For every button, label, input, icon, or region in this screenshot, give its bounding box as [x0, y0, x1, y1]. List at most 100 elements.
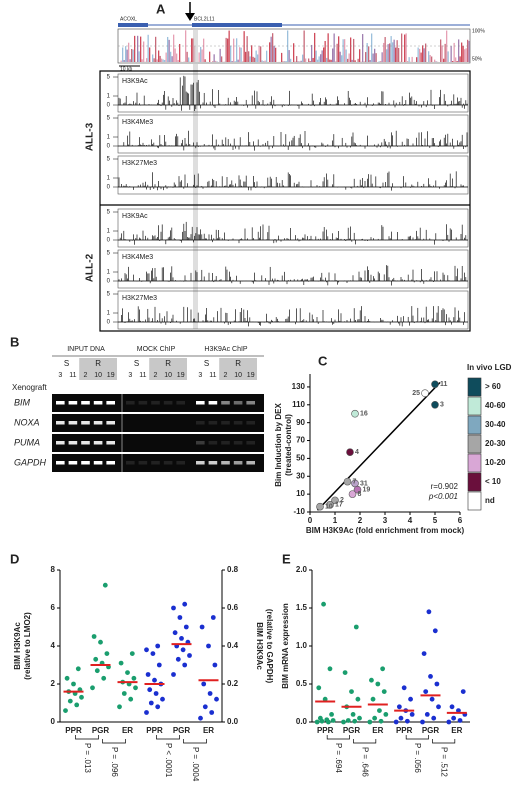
conservation-bar	[342, 39, 344, 62]
dot	[131, 675, 137, 681]
y2-tick-label: 0.4	[227, 641, 239, 650]
dot	[353, 624, 359, 630]
band	[81, 401, 90, 405]
conservation-bar	[215, 60, 217, 62]
dot	[401, 685, 407, 691]
conservation-bar	[134, 35, 136, 62]
band	[126, 401, 135, 405]
y-tick-label: 90	[296, 418, 305, 427]
dot	[350, 712, 356, 717]
band	[138, 401, 148, 405]
gel	[52, 454, 264, 472]
dot	[79, 694, 84, 700]
y2-axis-label: BIM H3K9Ac	[255, 622, 264, 670]
dot	[434, 681, 440, 687]
conservation-bar	[270, 36, 272, 62]
band	[233, 441, 243, 445]
conservation-bar	[239, 47, 241, 62]
conservation-bar	[155, 36, 157, 62]
conservation-bar	[122, 47, 124, 62]
conservation-bar	[176, 53, 178, 62]
conservation-bar	[312, 57, 314, 62]
conservation-bar	[341, 55, 343, 62]
band	[196, 441, 205, 445]
p-value: P = .512	[440, 747, 449, 777]
track-tick-label: 1	[107, 135, 111, 141]
gel	[52, 394, 264, 412]
conservation-bar	[459, 56, 461, 62]
legend-swatch	[467, 491, 482, 511]
point-label: 4	[355, 449, 359, 456]
conservation-bar	[326, 57, 328, 62]
conservation-bar	[261, 60, 263, 62]
track-tick-label: 0	[107, 185, 111, 191]
conservation-bar	[200, 46, 202, 62]
conservation-bar	[350, 37, 352, 62]
condition: S	[204, 359, 209, 368]
conservation-bar	[297, 61, 299, 62]
dot	[153, 691, 159, 696]
conservation-bar	[137, 35, 139, 62]
dot	[372, 715, 378, 721]
dot	[457, 718, 463, 723]
band	[93, 461, 103, 465]
conservation-bar	[386, 49, 388, 62]
lane: 19	[177, 372, 185, 379]
band	[151, 461, 160, 465]
conservation-bar	[441, 45, 443, 62]
dot	[421, 651, 427, 656]
dot	[341, 719, 346, 725]
condition: R	[95, 359, 101, 368]
y2-tick-label: 0.8	[227, 565, 239, 574]
conservation-bar	[179, 43, 181, 62]
band	[221, 421, 230, 425]
conservation-bar	[141, 59, 143, 62]
y-tick-label: 0.0	[296, 717, 308, 726]
point-label: 19	[363, 487, 371, 494]
conservation-bar	[390, 36, 392, 62]
conservation-bar	[257, 54, 259, 62]
lane: 11	[69, 372, 76, 379]
band	[176, 461, 185, 465]
conservation-bar	[369, 59, 371, 62]
x-axis-label: BIM H3K9Ac (fold enrichment from mock)	[306, 526, 465, 535]
conservation-bar	[287, 30, 289, 62]
conservation-bar	[171, 56, 173, 62]
track-box	[117, 114, 469, 154]
scale-label: 10 kb	[120, 66, 132, 72]
conservation-bar	[213, 54, 215, 62]
dot	[423, 689, 429, 694]
y-tick-label: 8	[51, 565, 56, 574]
dot	[145, 672, 151, 677]
gel	[52, 414, 264, 432]
dot	[104, 651, 110, 656]
conservation-bar	[447, 51, 449, 62]
row-label: Xenograft	[12, 383, 47, 392]
dot	[125, 670, 130, 675]
conservation-bar	[237, 59, 239, 62]
band	[233, 461, 243, 465]
dot	[199, 624, 205, 630]
conservation-bar	[407, 61, 409, 62]
y-axis-label: BIM H3K9Ac	[13, 622, 22, 670]
dot	[71, 681, 76, 687]
point-label: 11	[440, 381, 448, 388]
conservation-bar	[140, 36, 142, 62]
conservation-bar	[167, 36, 169, 62]
highlight	[193, 29, 198, 329]
condition-cell	[79, 358, 117, 380]
dot	[94, 668, 100, 674]
point	[351, 409, 359, 418]
conservation-bar	[419, 48, 421, 62]
dot	[367, 719, 373, 725]
x-tick-label: 4	[408, 516, 413, 525]
conservation-bar	[347, 58, 349, 62]
conservation-bar	[372, 53, 374, 62]
x-tick-label: PPR	[396, 726, 413, 735]
lane: 10	[94, 372, 102, 379]
dot	[179, 636, 184, 641]
band	[233, 401, 243, 405]
conservation-bar	[428, 51, 430, 62]
conservation-bar	[330, 59, 332, 62]
band	[151, 401, 160, 405]
